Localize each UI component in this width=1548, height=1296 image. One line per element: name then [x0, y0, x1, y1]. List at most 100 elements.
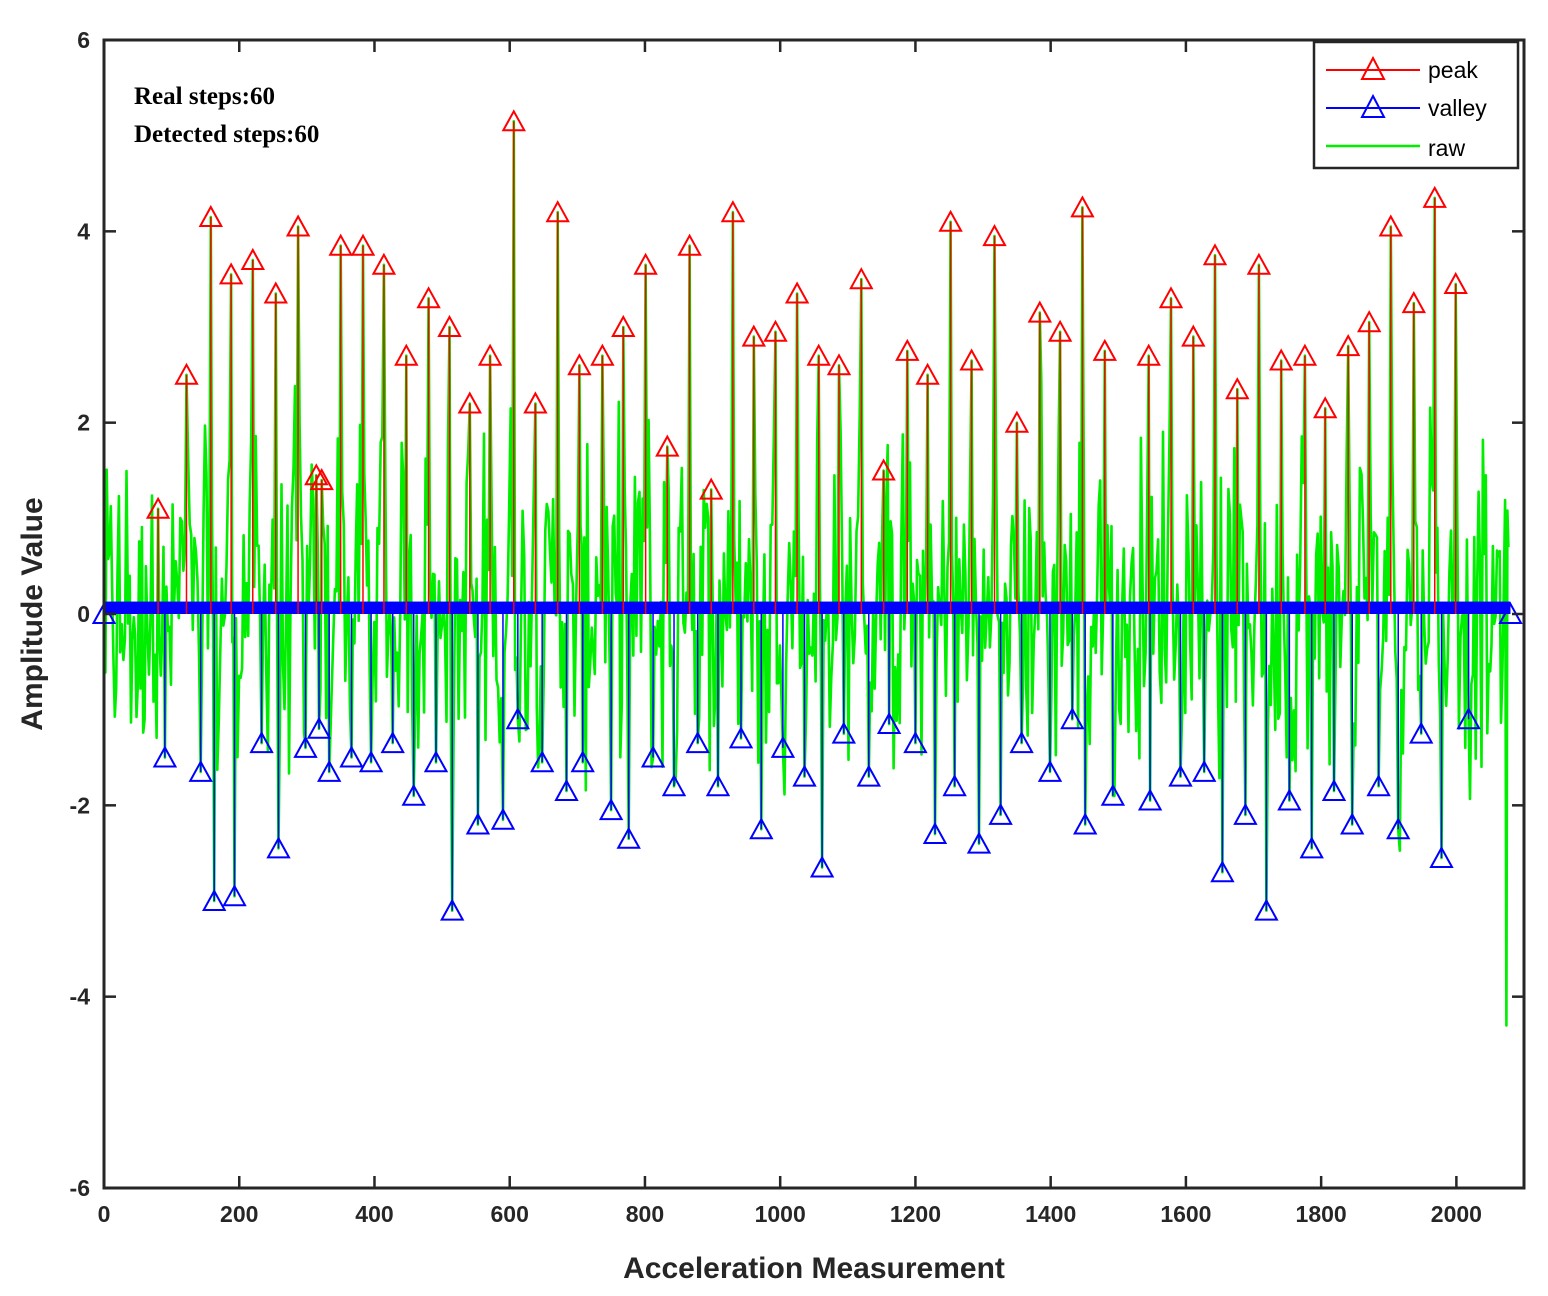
peak-marker-10 [350, 233, 376, 256]
valley-marker-17 [505, 707, 530, 730]
x-tick-label-1400: 1400 [1025, 1201, 1076, 1227]
valley-baseline-band [104, 601, 1511, 614]
peak-marker-23 [633, 252, 658, 275]
valley-marker-27 [728, 726, 754, 749]
valley-marker-1 [188, 759, 213, 782]
detected-steps-annotation: Detected steps:60 [134, 121, 319, 148]
axis-ticks: 0 200 400 600 800 1000 1200 1400 1600 1800 2000 -6 -… [70, 27, 1524, 1227]
peak-marker-50 [1246, 252, 1272, 275]
x-tick-label-200: 200 [220, 1201, 258, 1227]
peak-marker-37 [938, 209, 963, 232]
peak-marker-5 [263, 281, 288, 304]
valley-marker-15 [465, 812, 491, 835]
peak-marker-17 [501, 109, 526, 132]
valley-marker-41 [1037, 759, 1063, 782]
peak-marker-47 [1181, 324, 1206, 347]
legend-raw-label: raw [1428, 135, 1465, 161]
valley-marker-34 [876, 711, 902, 734]
valley-marker-11 [380, 731, 405, 754]
valley-marker-59 [1456, 707, 1481, 730]
valley-marker-7 [306, 716, 332, 739]
valley-marker-4 [249, 731, 274, 754]
valley-marker-3 [222, 884, 247, 907]
x-axis-label: Acceleration Measurement [623, 1252, 1005, 1285]
valley-marker-23 [640, 745, 666, 768]
peak-marker-1 [174, 362, 199, 385]
valley-marker-24 [661, 774, 687, 797]
valley-marker-37 [942, 774, 967, 797]
peak-marker-21 [590, 343, 615, 366]
valley-marker-39 [988, 802, 1013, 825]
valley-marker-13 [423, 750, 449, 773]
valley-marker-22 [616, 826, 641, 849]
valley-marker-10 [358, 750, 384, 773]
peak-marker-46 [1158, 286, 1184, 309]
peak-marker-45 [1136, 343, 1161, 366]
valley-marker-50 [1254, 898, 1279, 921]
x-tick-label-800: 800 [626, 1201, 664, 1227]
valley-marker-18 [530, 750, 555, 773]
valley-marker-44 [1100, 783, 1126, 806]
valley-marker-25 [685, 731, 710, 754]
valley-marker-8 [317, 759, 342, 782]
peak-marker-51 [1269, 348, 1294, 371]
peak-marker-39 [982, 224, 1007, 247]
peak-marker-26 [699, 477, 724, 500]
valley-marker-49 [1233, 802, 1258, 825]
peak-marker-25 [677, 233, 702, 256]
peak-marker-14 [437, 314, 462, 337]
valley-marker-51 [1277, 788, 1302, 811]
peak-marker-58 [1422, 185, 1447, 208]
stem-layers [104, 121, 1511, 911]
legend-peak-label: peak [1428, 57, 1478, 83]
peak-marker-22 [611, 314, 636, 337]
valley-marker-21 [598, 798, 624, 821]
valley-marker-40 [1009, 731, 1034, 754]
valley-marker-20 [570, 750, 595, 773]
peak-marker-55 [1357, 310, 1382, 333]
valley-marker-43 [1073, 812, 1098, 835]
valley-marker-58 [1429, 845, 1454, 868]
x-tick-label-1200: 1200 [890, 1201, 941, 1227]
y-tick-label--4: -4 [70, 984, 91, 1010]
peak-marker-7 [304, 463, 329, 486]
legend: peak valley raw [1312, 40, 1520, 170]
peak-marker-35 [895, 338, 920, 361]
valley-marker-47 [1192, 759, 1217, 782]
peak-marker-33 [849, 267, 874, 290]
legend-peak-triangle-icon [1360, 55, 1386, 80]
y-tick-label-6: 6 [77, 27, 90, 53]
valley-marker-14 [440, 898, 465, 921]
peak-marker-32 [826, 353, 852, 376]
peak-marker-9 [328, 233, 353, 256]
x-tick-label-400: 400 [355, 1201, 393, 1227]
valley-marker-46 [1168, 764, 1193, 787]
valley-marker-55 [1366, 774, 1391, 797]
x-tick-label-0: 0 [98, 1201, 111, 1227]
peak-marker-0 [145, 496, 171, 519]
valley-marker-9 [339, 745, 364, 768]
legend-box [1312, 40, 1520, 170]
valley-marker-26 [705, 774, 731, 797]
peak-marker-43 [1070, 195, 1095, 218]
valley-marker-52 [1299, 836, 1324, 859]
peak-marker-6 [285, 214, 311, 237]
y-tick-label--6: -6 [70, 1175, 90, 1201]
peak-marker-29 [763, 319, 788, 342]
y-tick-label-0: 0 [77, 601, 90, 627]
peak-marker-19 [545, 200, 570, 223]
peak-marker-53 [1313, 396, 1338, 419]
valley-marker-32 [831, 721, 856, 744]
valley-marker-6 [293, 735, 318, 758]
peak-marker-16 [477, 343, 503, 366]
peak-marker-34 [871, 458, 896, 481]
y-axis-label: Amplitude Value [16, 497, 49, 730]
marker-layers [91, 109, 1523, 921]
peak-marker-40 [1004, 410, 1030, 433]
x-tick-label-2000: 2000 [1431, 1201, 1482, 1227]
valley-marker-56 [1386, 817, 1411, 840]
peak-marker-48 [1202, 243, 1228, 266]
valley-marker-53 [1321, 778, 1347, 801]
peak-marker-38 [959, 348, 984, 371]
peak-marker-54 [1336, 334, 1361, 357]
